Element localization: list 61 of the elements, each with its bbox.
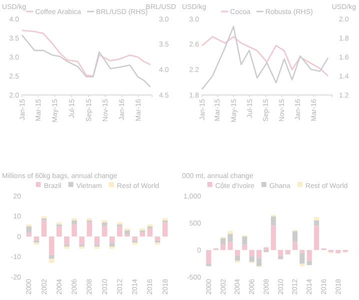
bar (242, 236, 248, 245)
bar (26, 226, 32, 232)
bar (234, 255, 240, 261)
bar (48, 236, 54, 255)
bar (306, 250, 312, 261)
bar (26, 232, 32, 236)
bar (256, 250, 262, 258)
bar (72, 220, 77, 224)
bar (132, 236, 138, 241)
bar (314, 226, 320, 250)
bar (336, 250, 341, 254)
bar (292, 231, 298, 242)
bar (228, 234, 233, 242)
line-series (21, 34, 152, 88)
bar (300, 250, 305, 253)
bar (256, 258, 262, 266)
bar (147, 228, 153, 236)
bar (109, 242, 115, 247)
line-series (21, 30, 152, 77)
bar (124, 230, 130, 234)
bar (242, 244, 248, 250)
bar (314, 220, 320, 226)
bar (292, 242, 298, 250)
bar (249, 256, 254, 262)
bar (234, 250, 240, 256)
bar (94, 236, 100, 245)
bar (48, 258, 54, 263)
bar (270, 226, 276, 250)
bar (102, 226, 108, 236)
bar (228, 231, 233, 234)
bar (109, 236, 115, 243)
bar (117, 226, 122, 236)
bar (300, 252, 305, 264)
bar (86, 222, 92, 236)
line-series (201, 26, 329, 90)
bar (64, 236, 70, 245)
bar (102, 222, 108, 226)
bar (314, 217, 320, 220)
bar (154, 236, 160, 241)
bar (278, 256, 284, 260)
bar (79, 236, 85, 245)
bar (285, 250, 290, 254)
bar (300, 264, 305, 266)
bar (34, 236, 40, 241)
bar (220, 244, 226, 250)
bar (140, 232, 146, 236)
bar (270, 216, 276, 226)
bar (41, 220, 47, 236)
bar (72, 224, 77, 236)
bar (206, 250, 212, 264)
bar (306, 260, 312, 266)
bar (249, 250, 254, 256)
bar (220, 238, 226, 245)
bar (228, 242, 233, 250)
line-series (201, 36, 329, 77)
bar (48, 254, 54, 259)
bar (264, 247, 269, 250)
bar (162, 222, 168, 236)
bar (278, 250, 284, 256)
bar (56, 226, 62, 236)
bar (206, 264, 212, 266)
